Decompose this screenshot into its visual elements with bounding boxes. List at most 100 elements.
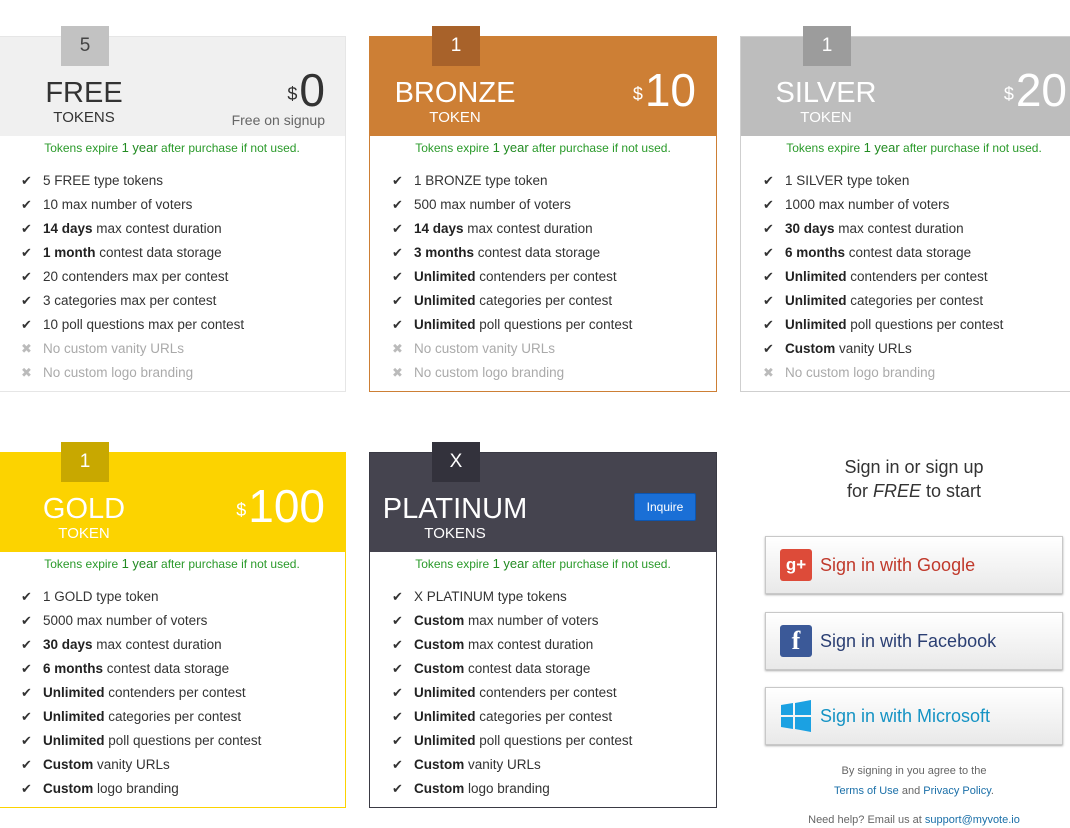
- check-icon: ✔: [763, 173, 774, 188]
- card-header: 1 GOLD TOKEN $100: [0, 442, 345, 552]
- feature-item: ✔ 1 SILVER type token: [763, 171, 1003, 195]
- feature-highlight: Custom: [414, 661, 465, 676]
- check-icon: ✔: [392, 317, 403, 332]
- feature-highlight: 6 months: [785, 245, 846, 260]
- feature-list: ✔ X PLATINUM type tokens ✔ Custom max numbe…: [392, 587, 632, 803]
- feature-item: ✔ 14 days max contest duration: [21, 219, 244, 243]
- help-text: Need help? Email us at support@myvote.io: [764, 814, 1064, 826]
- feature-item: ✔ Unlimited categories per contest: [392, 291, 632, 315]
- expiry-note: Tokens expire 1 year after purchase if n…: [370, 556, 716, 571]
- check-icon: ✔: [21, 685, 32, 700]
- feature-item: ✔ Custom contest data storage: [392, 659, 632, 683]
- text: to start: [921, 481, 982, 501]
- plan-price: $10: [633, 67, 696, 113]
- feature-text: poll questions per contest: [846, 317, 1004, 332]
- pricing-card-free: 5 FREE TOKENS $0 Free on signup Tokens expire…: [0, 26, 346, 392]
- signin-heading-line2: for FREE to start: [764, 479, 1064, 503]
- microsoft-signin-label: Sign in with Microsoft: [820, 705, 991, 726]
- check-icon: ✔: [21, 661, 32, 676]
- text: after purchase if not used.: [157, 557, 300, 571]
- plan-title: SILVER: [775, 77, 877, 109]
- facebook-signin-button[interactable]: f Sign in with Facebook: [765, 612, 1063, 670]
- facebook-signin-label: Sign in with Facebook: [820, 630, 997, 651]
- feature-item: ✔ 30 days max contest duration: [763, 219, 1003, 243]
- feature-text: max contest duration: [92, 637, 222, 652]
- feature-item: ✔ 5 FREE type tokens: [21, 171, 244, 195]
- cross-icon: ✖: [392, 365, 403, 380]
- text: Tokens expire: [44, 557, 122, 571]
- feature-text: contenders per contest: [475, 685, 617, 700]
- feature-text: 3 categories max per contest: [43, 293, 217, 308]
- feature-text: categories per contest: [475, 293, 613, 308]
- feature-highlight: Custom: [43, 781, 94, 796]
- feature-text: poll questions per contest: [475, 733, 633, 748]
- plan-subtitle: TOKENS: [424, 525, 486, 542]
- feature-highlight: Unlimited: [414, 269, 476, 284]
- feature-highlight: Unlimited: [43, 709, 105, 724]
- price-value: 10: [644, 64, 696, 116]
- feature-item: ✖ No custom logo branding: [392, 363, 632, 387]
- feature-text: contenders per contest: [846, 269, 988, 284]
- feature-item: ✔ 1 BRONZE type token: [392, 171, 632, 195]
- privacy-link[interactable]: Privacy Policy: [923, 785, 991, 797]
- feature-highlight: Unlimited: [414, 293, 476, 308]
- check-icon: ✔: [21, 293, 32, 308]
- feature-text: contest data storage: [95, 245, 222, 260]
- check-icon: ✔: [392, 637, 403, 652]
- support-email-link[interactable]: support@myvote.io: [924, 814, 1020, 826]
- cross-icon: ✖: [763, 365, 774, 380]
- facebook-icon: f: [780, 625, 812, 657]
- feature-item: ✔ 20 contenders max per contest: [21, 267, 244, 291]
- text: Tokens expire: [415, 141, 493, 155]
- expiry-note: Tokens expire 1 year after purchase if n…: [370, 140, 716, 155]
- feature-text: 5 FREE type tokens: [43, 173, 164, 188]
- check-icon: ✔: [763, 245, 774, 260]
- google-plus-icon: g+: [780, 549, 812, 581]
- feature-item: ✔ 1 GOLD type token: [21, 587, 261, 611]
- feature-text: contenders per contest: [104, 685, 246, 700]
- feature-highlight: Unlimited: [43, 733, 105, 748]
- feature-highlight: Custom: [43, 757, 94, 772]
- plan-title: BRONZE: [394, 77, 516, 109]
- signin-heading: Sign in or sign up for FREE to start: [764, 455, 1064, 503]
- feature-text: No custom logo branding: [43, 365, 194, 380]
- text: Tokens expire: [44, 141, 122, 155]
- check-icon: ✔: [21, 245, 32, 260]
- feature-highlight: Custom: [414, 781, 465, 796]
- signin-heading-line1: Sign in or sign up: [844, 457, 984, 477]
- feature-item: ✔ Unlimited categories per contest: [392, 707, 632, 731]
- text: .: [990, 785, 994, 797]
- plan-subtitle: TOKEN: [58, 525, 110, 542]
- token-count-badge: 1: [61, 442, 109, 482]
- cross-icon: ✖: [21, 365, 32, 380]
- feature-text: categories per contest: [104, 709, 242, 724]
- currency-symbol: $: [1003, 84, 1014, 104]
- text: after purchase if not used.: [528, 557, 671, 571]
- feature-item: ✔ 6 months contest data storage: [763, 243, 1003, 267]
- feature-item: ✔ Custom logo branding: [392, 779, 632, 803]
- google-signin-button[interactable]: g+ Sign in with Google: [765, 536, 1063, 594]
- feature-highlight: Custom: [414, 613, 465, 628]
- check-icon: ✔: [392, 589, 403, 604]
- expiry-note: Tokens expire 1 year after purchase if n…: [741, 140, 1070, 155]
- plan-title: FREE: [45, 77, 123, 109]
- feature-item: ✔ 3 categories max per contest: [21, 291, 244, 315]
- microsoft-signin-button[interactable]: Sign in with Microsoft: [765, 687, 1063, 745]
- card-header: 1 SILVER TOKEN $20: [741, 26, 1070, 136]
- feature-text: 5000 max number of voters: [43, 613, 208, 628]
- check-icon: ✔: [21, 269, 32, 284]
- check-icon: ✔: [392, 173, 403, 188]
- token-count-badge: 1: [432, 26, 480, 66]
- feature-text: 10 max number of voters: [43, 197, 193, 212]
- feature-highlight: Unlimited: [414, 317, 476, 332]
- feature-highlight: Custom: [785, 341, 836, 356]
- feature-highlight: Custom: [414, 637, 465, 652]
- card-header: 5 FREE TOKENS $0 Free on signup: [0, 26, 345, 136]
- inquire-button[interactable]: Inquire: [634, 493, 696, 521]
- feature-item: ✔ Unlimited poll questions per contest: [21, 731, 261, 755]
- feature-highlight: 3 months: [414, 245, 475, 260]
- terms-link[interactable]: Terms of Use: [834, 785, 899, 797]
- windows-icon: [780, 700, 812, 732]
- feature-highlight: Unlimited: [43, 685, 105, 700]
- feature-list: ✔ 1 BRONZE type token ✔ 500 max number of v…: [392, 171, 632, 387]
